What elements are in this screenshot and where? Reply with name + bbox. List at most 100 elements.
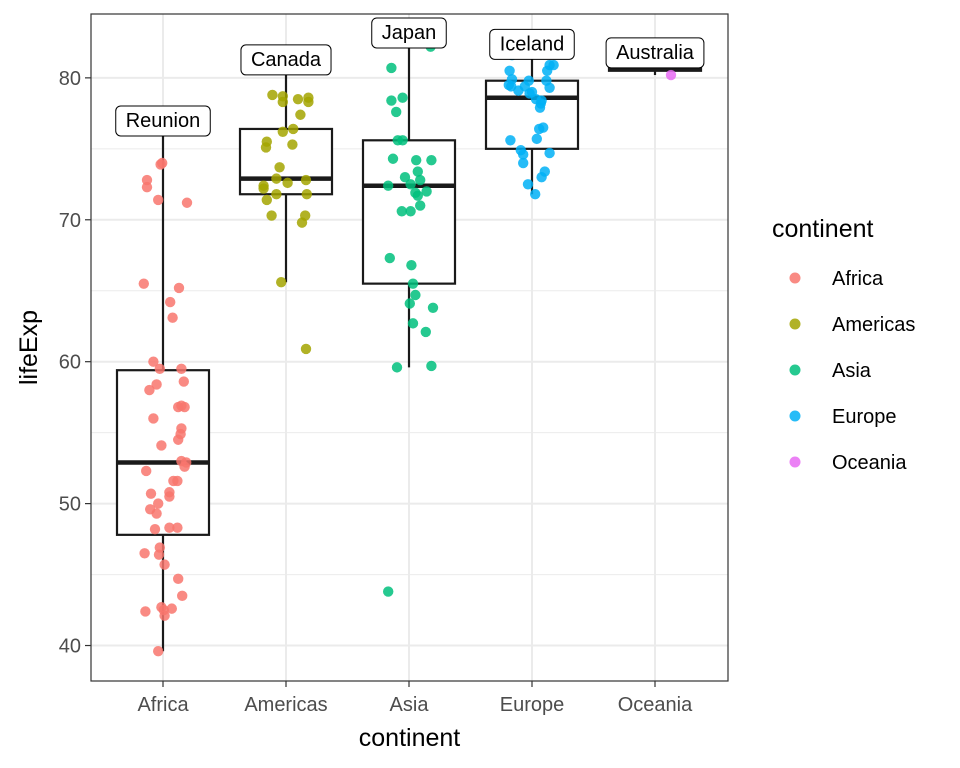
x-tick-label: Americas (244, 694, 327, 716)
data-point (513, 85, 524, 96)
data-point (282, 177, 293, 189)
data-point (153, 645, 164, 657)
y-tick-label: 40 (59, 636, 81, 658)
data-point (518, 149, 529, 160)
annotations: Reunion Canada Japan Iceland Australia (115, 17, 705, 137)
annotation-label: Reunion (115, 105, 211, 137)
data-point (531, 133, 542, 145)
data-point (144, 384, 155, 396)
y-tick-label: 60 (59, 352, 81, 374)
data-point (258, 183, 269, 194)
data-point (154, 363, 165, 374)
data-point (167, 312, 178, 323)
data-point (505, 135, 516, 146)
annotation-box (371, 17, 447, 49)
annotation-box (240, 44, 332, 76)
data-point (534, 123, 545, 135)
legend-key-europe (789, 410, 801, 422)
data-point (151, 379, 162, 390)
data-point (383, 180, 394, 191)
data-point (426, 360, 437, 372)
annotation-label: Canada (240, 44, 332, 76)
data-point (415, 174, 426, 186)
data-point (426, 154, 437, 166)
y-axis-title: lifeExp (15, 310, 43, 385)
annotation-text: Reunion (126, 110, 201, 132)
data-point (412, 190, 423, 201)
data-point (412, 166, 423, 177)
data-point (387, 153, 399, 164)
data-point (391, 362, 403, 373)
data-point (179, 461, 190, 472)
box (238, 127, 334, 196)
data-point (172, 475, 183, 487)
data-point (295, 109, 306, 120)
data-point (271, 189, 282, 200)
data-point (274, 162, 285, 173)
data-point (536, 172, 547, 183)
data-point (504, 65, 515, 76)
data-point (178, 376, 189, 387)
x-axis-title: continent (359, 724, 461, 752)
data-point (140, 606, 151, 617)
data-point (141, 181, 153, 193)
data-point (397, 135, 408, 146)
data-point (288, 123, 299, 135)
data-point (173, 573, 184, 585)
legend-label-asia: Asia (832, 360, 872, 382)
data-point (145, 488, 157, 499)
data-point (410, 289, 421, 301)
data-point (165, 296, 176, 308)
data-point (407, 318, 419, 329)
data-point (172, 522, 183, 533)
legend-label-europe: Europe (832, 406, 897, 428)
data-point (407, 278, 419, 289)
data-point (276, 277, 287, 288)
data-point (139, 548, 150, 559)
data-point (405, 206, 416, 217)
data-point (530, 189, 541, 200)
data-point (300, 343, 312, 355)
x-axis: Africa Americas Asia Europe Oceania (137, 681, 693, 716)
legend-label-oceania: Oceania (832, 452, 907, 474)
data-point (386, 62, 397, 74)
data-point (404, 298, 415, 309)
data-point (164, 522, 175, 533)
data-point (166, 603, 177, 614)
data-point (181, 197, 193, 208)
data-point (153, 194, 164, 206)
legend-key-asia (789, 364, 801, 376)
data-point (148, 356, 159, 367)
data-point (542, 65, 553, 76)
data-point (153, 498, 164, 509)
data-point (176, 400, 187, 411)
annotation-text: Iceland (500, 33, 565, 55)
data-point (292, 93, 304, 105)
data-point (383, 586, 394, 597)
data-point (173, 282, 185, 294)
data-point (420, 326, 431, 338)
data-point (665, 69, 677, 81)
annotation-label: Iceland (489, 28, 575, 60)
data-point (303, 96, 314, 108)
x-tick-label: Europe (500, 694, 565, 716)
data-point (159, 559, 170, 570)
box (115, 369, 211, 536)
legend-label-americas: Americas (832, 314, 915, 336)
data-point (399, 172, 411, 183)
y-tick-label: 70 (59, 210, 81, 232)
data-point (148, 413, 159, 424)
data-point (173, 434, 184, 445)
data-point (164, 491, 175, 502)
data-point (391, 106, 402, 118)
data-point (427, 302, 439, 313)
data-point (177, 590, 188, 602)
data-point (518, 157, 529, 169)
annotation-box (115, 105, 211, 137)
data-point (524, 88, 535, 99)
data-point (261, 194, 272, 206)
data-point (415, 200, 426, 211)
data-point (156, 440, 167, 451)
data-point (296, 217, 308, 228)
